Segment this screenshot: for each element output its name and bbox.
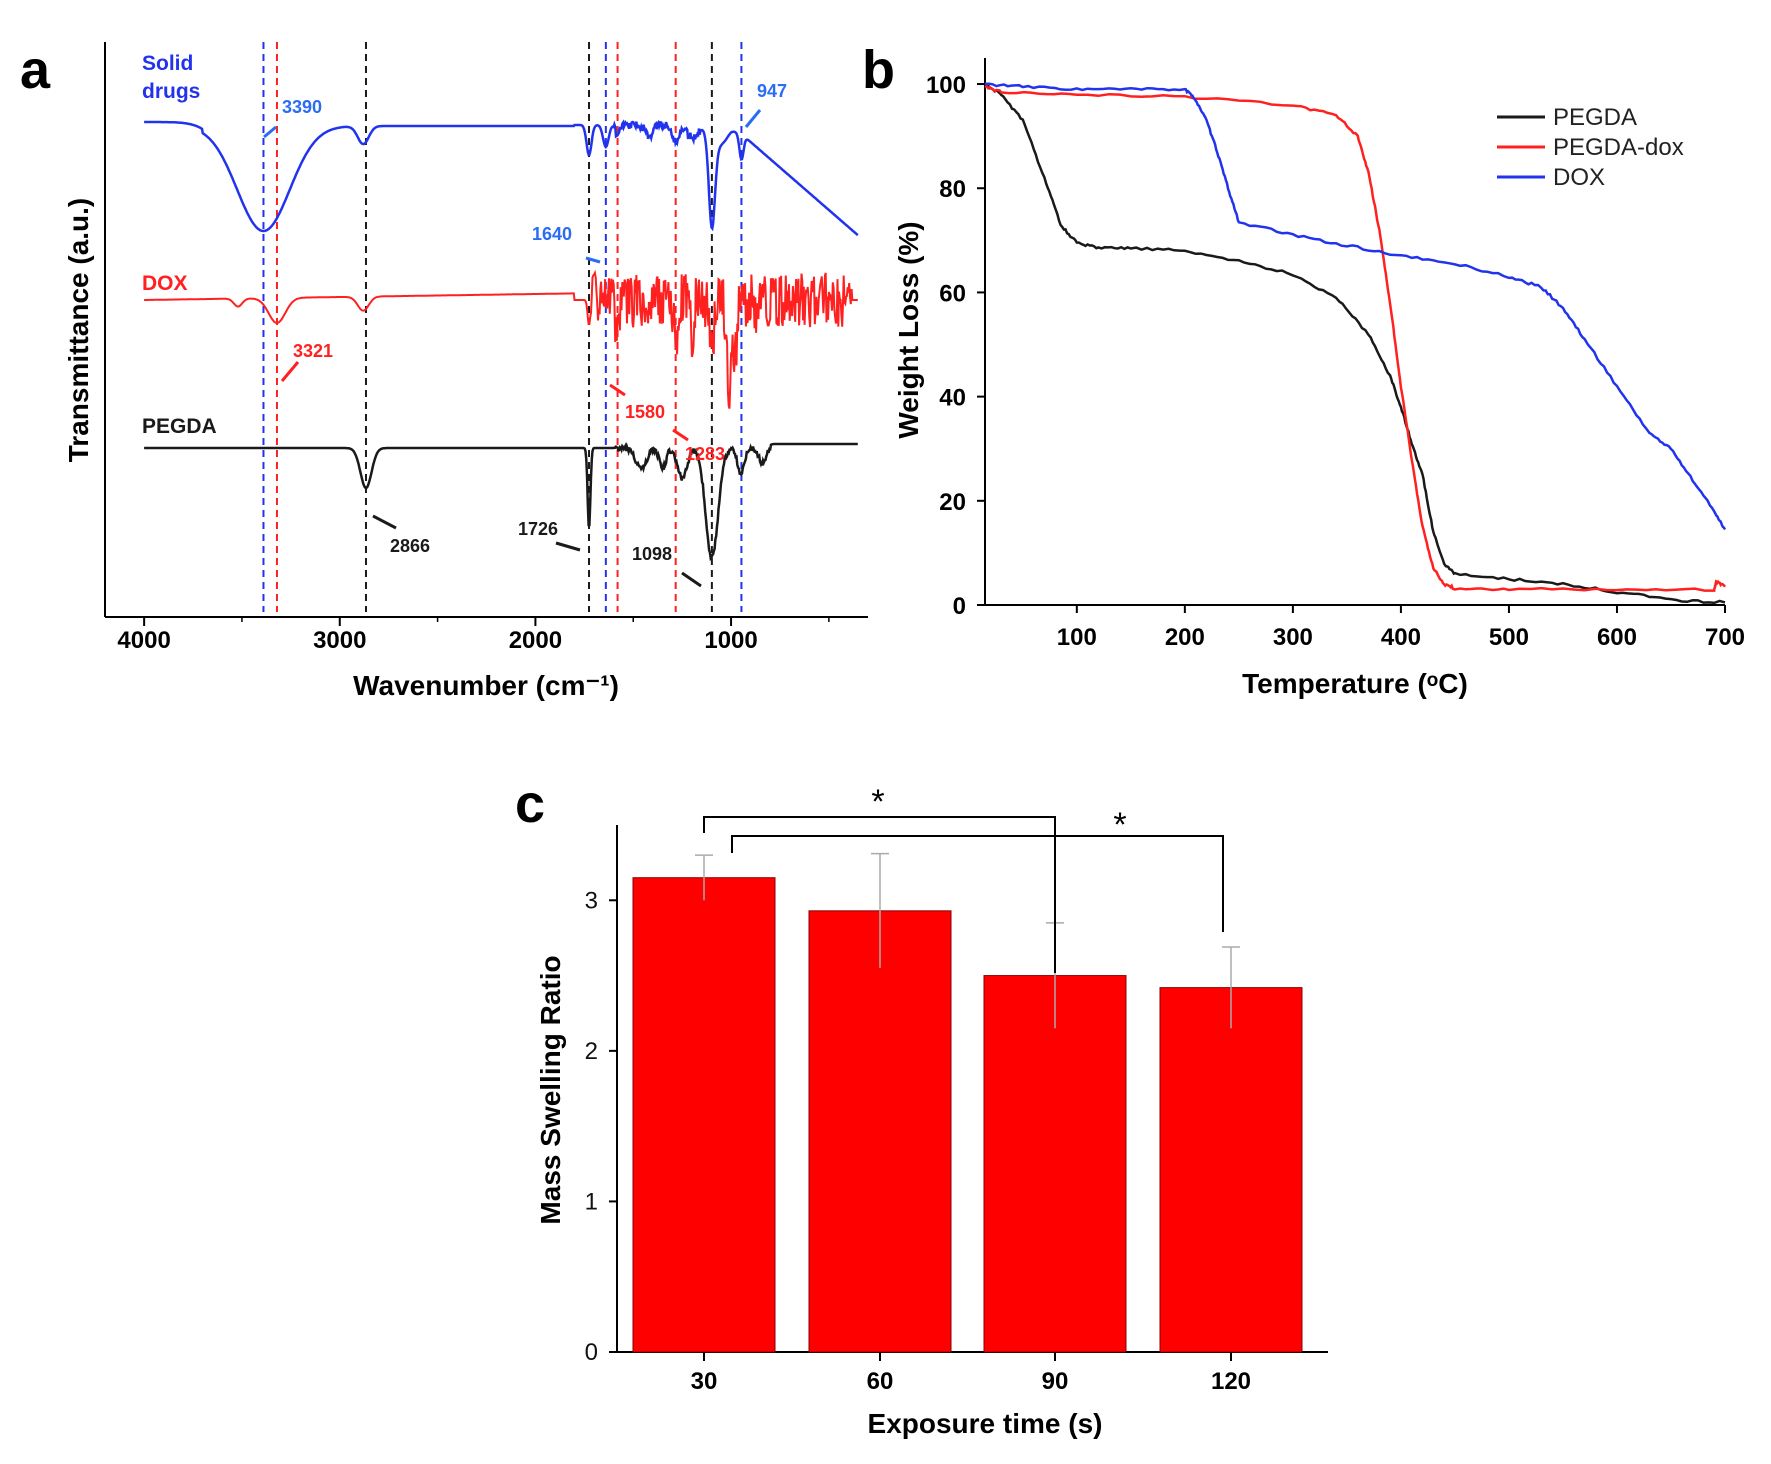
series-label-pegda: PEGDA	[142, 415, 217, 438]
panel-letter-a: a	[20, 40, 51, 100]
series-line-dox	[144, 269, 858, 409]
y-tick-label-c-2: 2	[585, 1038, 598, 1065]
x-axis-title-c: Exposure time (s)	[868, 1408, 1103, 1439]
peak-arrow-2866	[372, 514, 397, 530]
series-line-pegda	[144, 442, 858, 562]
x-tick-label-b-500: 500	[1489, 624, 1529, 651]
peak-annotation-3321: 3321	[293, 341, 333, 361]
legend-label-pegda: PEGDA	[1553, 104, 1637, 131]
x-tick-label-a-2000: 2000	[509, 627, 562, 654]
significance-star-30-90: *	[871, 783, 884, 821]
y-tick-label-b-60: 60	[939, 280, 966, 307]
peak-arrow-1580	[609, 383, 626, 397]
x-tick-label-a-1000: 1000	[704, 627, 757, 654]
peak-annotation-1580: 1580	[625, 402, 665, 422]
bar-60	[808, 910, 952, 1353]
x-tick-label-c-90: 90	[1042, 1368, 1069, 1395]
peak-arrow-947	[744, 109, 762, 128]
panel-letter-c: c	[515, 774, 545, 834]
x-tick-label-c-30: 30	[691, 1368, 718, 1395]
peak-annotation-2866: 2866	[390, 536, 430, 556]
x-tick-label-b-600: 600	[1597, 624, 1637, 651]
y-tick-label-c-0: 0	[585, 1339, 598, 1366]
x-tick-label-b-300: 300	[1273, 624, 1313, 651]
x-axis-title-a: Wavenumber (cm⁻¹)	[353, 670, 619, 701]
x-tick-label-b-400: 400	[1381, 624, 1421, 651]
peak-arrow-3321	[280, 361, 300, 382]
peak-annotation-1098: 1098	[632, 544, 672, 564]
panel-letter-b: b	[862, 40, 895, 100]
y-tick-label-c-1: 1	[585, 1188, 598, 1215]
peak-arrow-1098	[681, 571, 702, 588]
series-label-dox: DOX	[142, 272, 188, 295]
y-tick-label-b-80: 80	[939, 176, 966, 203]
peak-arrow-1283	[672, 428, 689, 442]
bar-90	[983, 975, 1127, 1353]
series-line-tga-pegda-dox	[984, 84, 1727, 592]
x-tick-label-a-4000: 4000	[117, 627, 170, 654]
y-axis-title-c: Mass Swelling Ratio	[535, 955, 566, 1224]
tga-panel: b 100 200 300 400 500 600 700 0 20 40 60 80 100 PEGD…	[862, 40, 1745, 699]
y-tick-label-b-20: 20	[939, 489, 966, 516]
y-tick-label-b-0: 0	[953, 593, 966, 620]
bar-30	[632, 877, 776, 1353]
peak-arrow-3390	[263, 125, 277, 139]
x-tick-label-b-700: 700	[1705, 624, 1745, 651]
x-tick-label-a-3000: 3000	[313, 627, 366, 654]
y-tick-label-b-100: 100	[926, 72, 966, 99]
significance-bracket-30-120	[731, 835, 1224, 932]
legend-label-pegda-dox: PEGDA-dox	[1553, 134, 1684, 161]
y-axis-title-b: Weight Loss (%)	[893, 221, 924, 438]
ftir-panel: a 4000 3000 2000 1000 Solid drugs DOX PEGDA 33…	[20, 40, 868, 701]
peak-annotation-3390: 3390	[282, 97, 322, 117]
peak-annotation-1283: 1283	[685, 444, 725, 464]
series-line-tga-dox	[984, 82, 1727, 531]
peak-annotation-947: 947	[757, 81, 787, 101]
y-tick-label-b-40: 40	[939, 385, 966, 412]
y-tick-label-c-3: 3	[585, 887, 598, 914]
x-tick-label-c-120: 120	[1211, 1368, 1251, 1395]
x-axis-title-b: Temperature (ᵒC)	[1242, 668, 1468, 699]
legend-label-dox: DOX	[1553, 164, 1605, 191]
swelling-panel: c 30 60 90 120 0 1 2 3 * * Exposure time (s) Mas…	[515, 774, 1328, 1439]
y-axis-title-a: Transmittance (a.u.)	[63, 198, 94, 463]
series-line-solid-drugs	[144, 119, 859, 237]
significance-star-30-120: *	[1113, 806, 1126, 844]
x-tick-label-b-100: 100	[1057, 624, 1097, 651]
series-label-solid-drugs-1: drugs	[142, 80, 200, 103]
x-tick-label-b-200: 200	[1165, 624, 1205, 651]
peak-annotation-1726: 1726	[518, 519, 558, 539]
series-line-tga-pegda	[984, 82, 1726, 605]
peak-annotation-1640: 1640	[532, 224, 572, 244]
bar-120	[1159, 987, 1303, 1353]
peak-arrow-1726	[555, 541, 581, 552]
significance-bracket-30-90	[703, 816, 1056, 973]
series-label-solid-drugs: Solid	[142, 52, 193, 75]
x-tick-label-c-60: 60	[867, 1368, 894, 1395]
peak-arrow-1640	[585, 256, 601, 264]
